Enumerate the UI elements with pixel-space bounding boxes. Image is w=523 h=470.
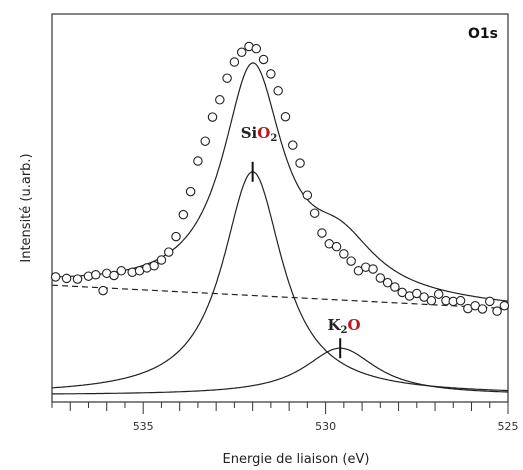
data-point: [50, 272, 61, 282]
fit-envelope-curve: [52, 62, 509, 302]
data-point: [433, 289, 444, 299]
data-point: [251, 43, 262, 54]
data-point: [273, 86, 283, 96]
data-point: [98, 285, 108, 296]
data-point: [236, 47, 247, 58]
peak-markers: [251, 161, 342, 359]
data-point: [72, 274, 83, 284]
x-tick-label: 535: [133, 420, 154, 433]
data-points: [50, 41, 510, 316]
data-point: [280, 111, 291, 122]
data-point: [200, 136, 210, 146]
data-point: [61, 273, 72, 284]
data-point: [207, 112, 218, 122]
x-axis-title: Energie de liaison (eV): [223, 452, 370, 467]
data-point: [163, 247, 174, 257]
data-point: [309, 208, 320, 218]
x-axis-ticks: [51, 402, 509, 414]
data-point: [382, 277, 393, 288]
data-point: [295, 158, 305, 168]
data-point: [288, 140, 298, 150]
data-point: [215, 95, 225, 105]
data-point: [346, 256, 356, 266]
data-point: [116, 266, 127, 276]
data-point: [91, 270, 101, 280]
data-point: [317, 228, 327, 238]
data-point: [149, 261, 159, 271]
curves: [51, 62, 509, 395]
data-point: [258, 54, 269, 65]
data-point: [455, 295, 466, 306]
plot-frame: [51, 13, 509, 403]
x-tick-label: 530: [315, 420, 336, 433]
data-point: [485, 296, 495, 307]
data-point: [477, 304, 488, 314]
data-point: [368, 264, 378, 274]
component-curve-sio2: [51, 171, 508, 392]
data-point: [193, 156, 203, 166]
data-point: [171, 231, 181, 242]
data-point: [375, 273, 386, 283]
data-point: [109, 270, 119, 281]
data-point: [499, 300, 510, 311]
data-point: [426, 295, 437, 306]
data-point: [390, 282, 400, 292]
data-point: [302, 190, 313, 200]
y-axis-title: Intensité (u.arb.): [19, 153, 34, 262]
peak-label-k2o: K2O: [327, 316, 360, 336]
data-point: [178, 209, 189, 220]
data-point: [492, 306, 502, 316]
data-point: [222, 73, 232, 83]
data-point: [266, 69, 276, 79]
data-point: [185, 186, 196, 197]
data-point: [339, 249, 349, 259]
data-point: [156, 255, 167, 265]
data-point: [229, 57, 240, 67]
component-curve-k2o: [52, 347, 508, 395]
x-axis-tick-labels: 535 530 525: [133, 420, 519, 433]
x-tick-label: 525: [498, 420, 519, 433]
data-point: [331, 241, 342, 252]
panel-label: O1s: [468, 26, 498, 42]
peak-label-sio2: SiO2: [241, 124, 278, 144]
